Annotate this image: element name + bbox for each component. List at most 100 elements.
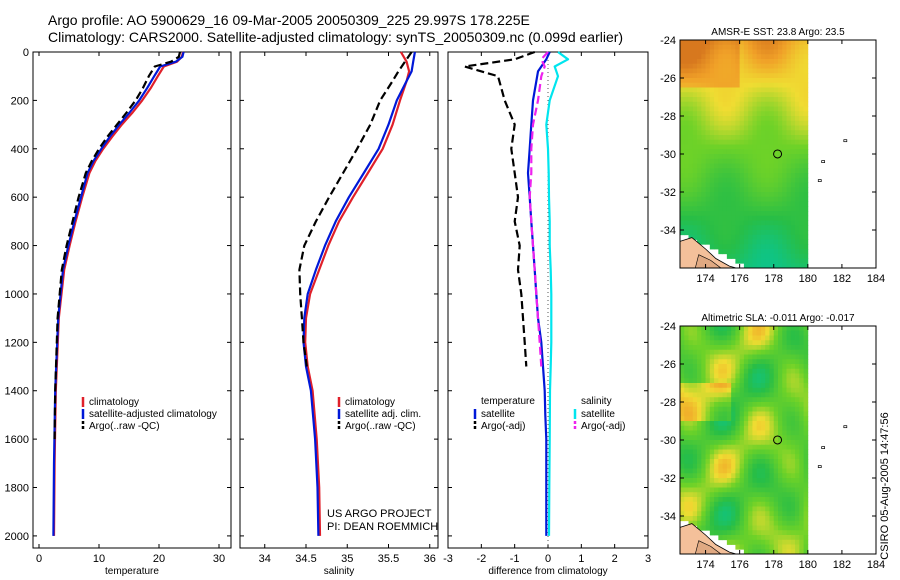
sst-map-island-1	[821, 160, 826, 163]
sst-map-ytick-label: -32	[660, 187, 676, 199]
sla-map-title: Altimetric SLA: -0.011 Argo: -0.017	[701, 313, 855, 324]
temperature-legend-0-label: climatology	[89, 397, 139, 408]
difference-series-3	[528, 51, 549, 367]
difference-xlabel: difference from climatology	[488, 566, 607, 577]
difference-legend-sal-satellite-label: satellite	[581, 409, 615, 420]
temperature-chart: 0 10 20 30 0 200 400 600 800 1000 1200 1400 1600 1800…	[5, 47, 232, 577]
sst-map-xtick-label: 184	[867, 273, 885, 285]
sst-map-island-2	[817, 179, 822, 182]
salinity-xtick-label: 34	[259, 553, 271, 565]
sla-map-field	[680, 326, 809, 555]
salinity-xtick-label: 35	[341, 553, 353, 565]
salinity-series-2	[298, 51, 413, 367]
difference-legend: temperaturesatelliteArgo(-adj)salinitysa…	[473, 396, 625, 432]
difference-legend-temperature-heading: temperature	[481, 396, 535, 407]
sla-map-ytick-label: -24	[660, 321, 676, 333]
sst-map-island-0	[843, 139, 848, 143]
difference-xtick-label: 2	[612, 553, 618, 565]
sst-map-field	[680, 40, 809, 269]
sst-map-ytick-label: -28	[660, 111, 676, 123]
climatology-line: Climatology: CARS2000. Satellite-adjuste…	[48, 29, 624, 45]
difference-legend-temp-argo-label: Argo(-adj)	[481, 421, 525, 432]
salinity-frame	[239, 51, 439, 549]
temperature-xtick-label: 0	[36, 553, 42, 565]
sla-map: 174 176 178 180 182 184 -24 -26 -28 -30 -32 -34 Alti…	[660, 313, 885, 571]
sla-map-xtick-label: 180	[799, 559, 817, 571]
sst-map-xtick-label: 180	[799, 273, 817, 285]
temperature-xtick-label: 20	[153, 553, 165, 565]
sla-map-xtick-label: 178	[765, 559, 783, 571]
difference-xtick-label: 1	[578, 553, 584, 565]
temperature-series-2	[53, 51, 182, 440]
depth-tick-label: 400	[11, 144, 29, 156]
difference-xtick-label: 0	[545, 553, 551, 565]
depth-tick-label: 800	[11, 241, 29, 253]
difference-legend-salinity-heading: salinity	[581, 396, 612, 407]
depth-tick-label: 600	[11, 192, 29, 204]
sst-map-xtick-label: 182	[833, 273, 851, 285]
sla-map-xtick-label: 184	[867, 559, 885, 571]
profile-line: Argo profile: AO 5900629_16 09-Mar-2005 …	[48, 12, 530, 28]
temperature-legend-1-label: satellite-adjusted climatology	[89, 409, 217, 420]
temperature-xtick-label: 30	[213, 553, 225, 565]
depth-tick-label: 1000	[5, 289, 29, 301]
pi-name: PI: DEAN ROEMMICH	[327, 521, 439, 533]
salinity-xlabel: salinity	[324, 566, 355, 577]
difference-xtick-label: -2	[476, 553, 486, 565]
sst-map-xtick-label: 178	[765, 273, 783, 285]
sst-map-ytick-label: -30	[660, 149, 676, 161]
salinity-legend-2-label: Argo(..raw -QC)	[345, 421, 416, 432]
sla-map-ytick-label: -30	[660, 435, 676, 447]
salinity-series-1	[302, 51, 416, 536]
difference-legend-temp-satellite-label: satellite	[481, 409, 515, 420]
difference-xtick-label: 3	[645, 553, 651, 565]
salinity-chart: 34 34.5 35 35.5 36 salinity	[239, 51, 439, 577]
project-name: US ARGO PROJECT	[327, 508, 432, 520]
sst-map-ytick-label: -34	[660, 225, 676, 237]
depth-tick-label: 1800	[5, 483, 29, 495]
temperature-xtick-label: 10	[93, 553, 105, 565]
salinity-xtick-label: 36	[424, 553, 436, 565]
sst-map: 174 176 178 180 182 184 -24 -26 -28 -30 -32 -34 AMSR…	[660, 27, 885, 285]
depth-tick-label: 1200	[5, 337, 29, 349]
difference-series-1	[463, 50, 536, 367]
page-title: Argo profile: AO 5900629_16 09-Mar-2005 …	[48, 12, 623, 46]
temperature-frame	[32, 51, 232, 549]
depth-tick-label: 1400	[5, 386, 29, 398]
salinity-legend-0-label: climatology	[345, 397, 395, 408]
depth-tick-label: 1600	[5, 434, 29, 446]
project-credit: US ARGO PROJECT PI: DEAN ROEMMICH	[327, 508, 438, 534]
difference-series-2	[545, 51, 570, 536]
depth-tick-label: 0	[23, 47, 29, 59]
sla-map-island-1	[821, 446, 826, 449]
difference-xtick-label: -3	[443, 553, 453, 565]
depth-tick-label: 200	[11, 95, 29, 107]
sla-map-ytick-label: -28	[660, 397, 676, 409]
sst-map-ytick-label: -26	[660, 73, 676, 85]
sla-map-island-0	[843, 425, 848, 429]
sla-map-ytick-label: -26	[660, 359, 676, 371]
temperature-xlabel: temperature	[105, 566, 159, 577]
sst-map-xtick-label: 176	[730, 273, 748, 285]
salinity-legend-1-label: satellite adj. clim.	[345, 409, 421, 420]
sla-map-xtick-label: 182	[833, 559, 851, 571]
temperature-legend-2-label: Argo(..raw -QC)	[89, 421, 160, 432]
sla-map-ytick-label: -34	[660, 511, 676, 523]
sla-map-xtick-label: 174	[696, 559, 714, 571]
difference-chart: -3 -2 -1 0 1 2 3 difference from climatology	[443, 50, 651, 577]
depth-tick-label: 2000	[5, 531, 29, 543]
salinity-xtick-label: 35.5	[378, 553, 399, 565]
sst-map-xtick-label: 174	[696, 273, 714, 285]
sla-map-island-2	[817, 465, 822, 468]
difference-legend-sal-argo-label: Argo(-adj)	[581, 421, 625, 432]
sla-map-xtick-label: 176	[730, 559, 748, 571]
sst-map-title: AMSR-E SST: 23.8 Argo: 23.5	[711, 27, 845, 38]
sst-map-profile-marker	[773, 149, 783, 159]
sla-map-profile-marker	[773, 435, 783, 445]
sst-map-ytick-label: -24	[660, 35, 676, 47]
sla-map-ytick-label: -32	[660, 473, 676, 485]
timestamp: CSIRO 05-Aug-2005 14:47:56	[879, 412, 891, 560]
